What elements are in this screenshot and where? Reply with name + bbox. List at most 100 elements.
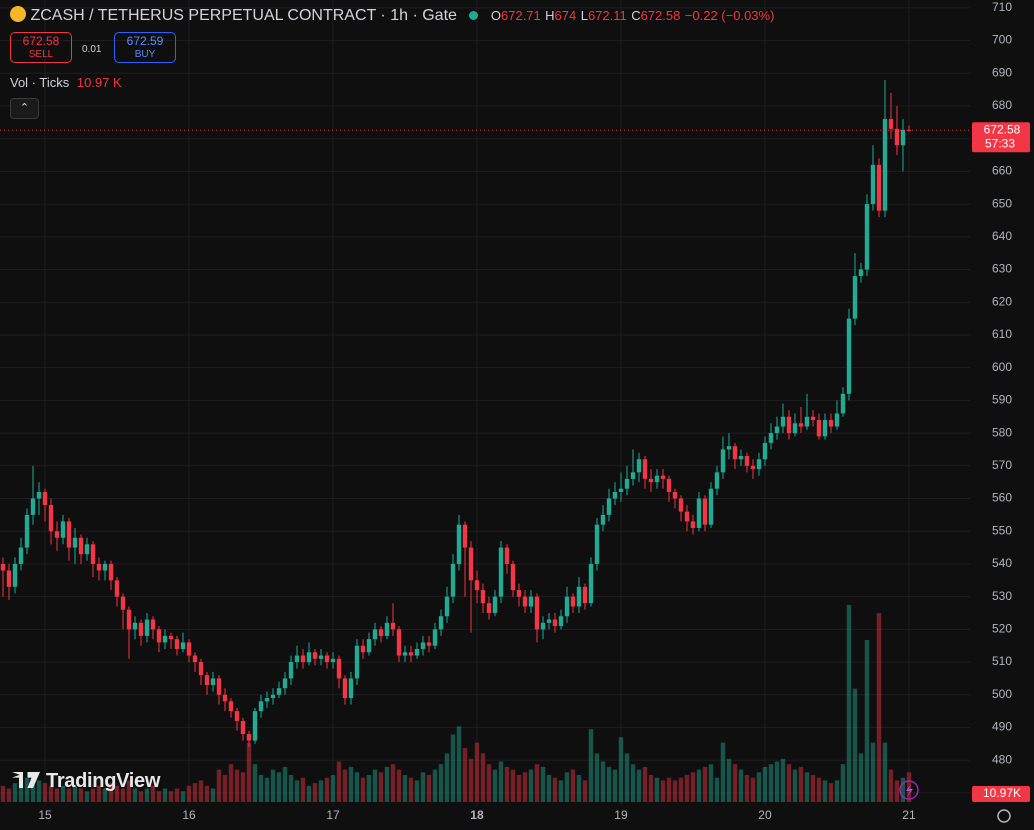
candle-body [324, 655, 330, 663]
candle-body [792, 423, 798, 434]
candle-body [522, 596, 528, 607]
volume-bar [354, 772, 360, 802]
volume-bar [726, 758, 732, 802]
collapse-button[interactable]: ⌃ [10, 98, 39, 119]
candle-body [684, 511, 690, 522]
candle-body [216, 678, 222, 695]
volume-bar [744, 775, 750, 802]
volume-bar [636, 769, 642, 802]
x-tick-label: 19 [614, 808, 628, 822]
x-tick-label: 18 [470, 808, 484, 822]
volume-bar [666, 777, 672, 802]
y-tick-label: 700 [992, 33, 1012, 47]
candle-body [396, 629, 402, 656]
volume-bar [534, 764, 540, 802]
candle-body [438, 616, 444, 630]
candle-body [798, 423, 804, 427]
candle-body [750, 465, 756, 470]
volume-bar [312, 783, 318, 802]
volume-bar [402, 775, 408, 802]
candle-body [882, 119, 888, 211]
volume-bar [618, 737, 624, 802]
candle-body [6, 570, 12, 587]
volume-bar [504, 766, 510, 802]
candle-body [852, 276, 858, 319]
volume-bar [612, 769, 618, 802]
brand-name: TradingView [46, 770, 161, 792]
candle-body [378, 629, 384, 636]
volume-bar [438, 764, 444, 802]
candle-body [732, 446, 738, 460]
candle-body [372, 629, 378, 640]
candle-body [12, 563, 18, 587]
y-tick-label: 500 [992, 687, 1012, 701]
candle-body [534, 596, 540, 630]
candle-body [72, 537, 78, 548]
volume-bar [804, 772, 810, 802]
volume-bar [78, 788, 84, 802]
candle-body [222, 694, 228, 702]
volume-bar [564, 772, 570, 802]
candle-body [342, 678, 348, 699]
candle-body [120, 596, 126, 610]
volume-bar [246, 742, 252, 802]
volume-bar [396, 769, 402, 802]
candle-body [780, 416, 786, 427]
volume-bar [480, 753, 486, 802]
candle-body [414, 648, 420, 656]
last-price-tag [972, 122, 1030, 153]
brand-logo [12, 772, 40, 788]
candle-body [606, 498, 612, 515]
candle-body [84, 544, 90, 555]
volume-legend: Vol · Ticks 10.97 K [10, 75, 122, 90]
brand: TradingView [12, 770, 160, 793]
volume-bar [186, 785, 192, 802]
volume-bar [606, 766, 612, 802]
volume-bar [378, 772, 384, 802]
y-tick-label: 690 [992, 65, 1012, 79]
volume-bar [144, 788, 150, 802]
y-tick-label: 520 [992, 622, 1012, 636]
volume-bar [72, 785, 78, 802]
volume-bar [468, 758, 474, 802]
volume-bar [492, 769, 498, 802]
candle-body [864, 204, 870, 270]
volume-bar [540, 766, 546, 802]
volume-bar [198, 780, 204, 802]
volume-bar [648, 775, 654, 802]
buy-button[interactable]: 672.59 BUY [114, 32, 176, 63]
candle-body [582, 586, 588, 604]
candle-body [66, 521, 72, 548]
candle-body [180, 642, 186, 649]
volume-bar [12, 783, 18, 802]
volume-bar [384, 766, 390, 802]
volume-bar [306, 785, 312, 802]
volume-bar [678, 777, 684, 802]
candle-body [876, 164, 882, 211]
candle-body [552, 619, 558, 627]
volume-tag-label: 10.97K [983, 786, 1021, 800]
candle-body [840, 393, 846, 414]
volume-bar [582, 780, 588, 802]
candle-body [528, 596, 534, 607]
volume-bar [336, 761, 342, 802]
volume-bar [702, 766, 708, 802]
candle-body [96, 563, 102, 571]
candle-body [234, 711, 240, 721]
candle-body [444, 596, 450, 617]
candle-body [642, 459, 648, 479]
volume-bar [498, 761, 504, 802]
candle-body [354, 645, 360, 679]
volume-bar [774, 761, 780, 802]
candle-body [768, 433, 774, 443]
sell-button[interactable]: 672.58 SELL [10, 32, 72, 63]
low-value: 672.11 [587, 8, 627, 23]
volume-bar [720, 742, 726, 802]
volume-bar [660, 780, 666, 802]
candle-body [594, 524, 600, 564]
candle-body [150, 619, 156, 630]
change-value: −0.22 (−0.03%) [684, 8, 775, 23]
volume-bar [732, 764, 738, 802]
volume-bar [300, 777, 306, 802]
volume-bar [672, 780, 678, 802]
